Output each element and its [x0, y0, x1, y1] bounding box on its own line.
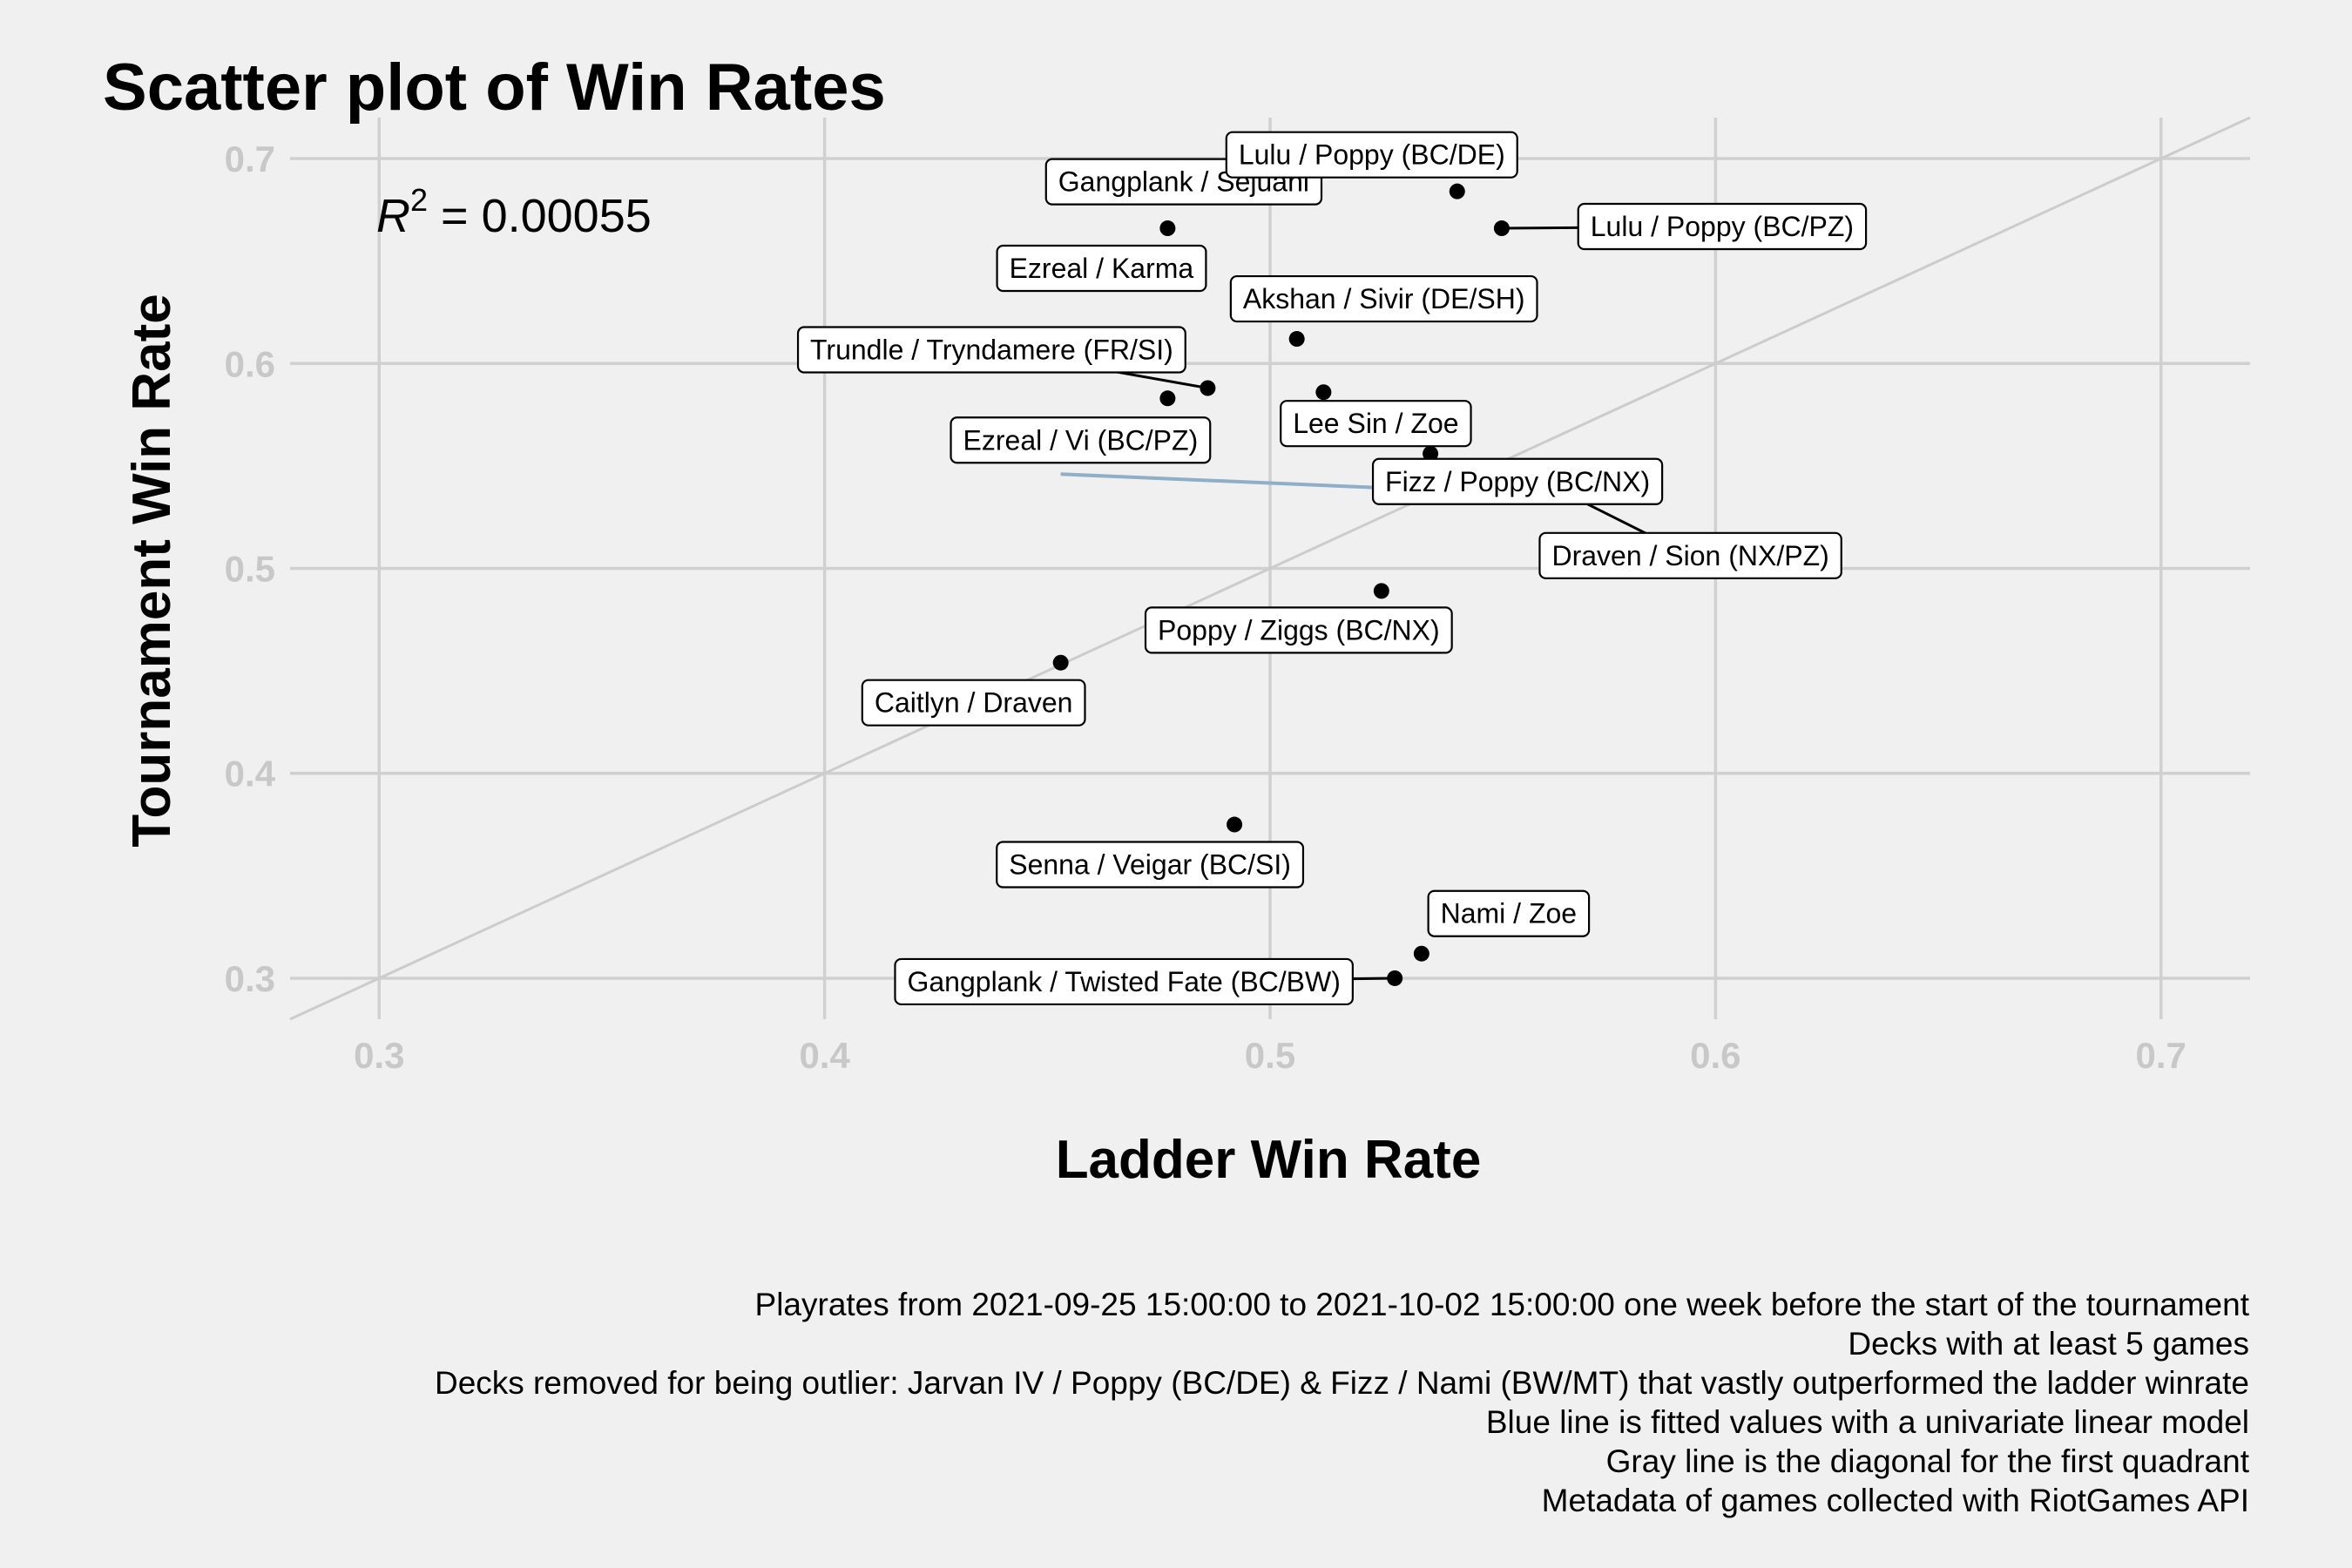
diagonal-line-layer — [289, 116, 2251, 1021]
y-tick-label: 0.6 — [225, 343, 275, 384]
point-label-text: Trundle / Tryndamere (FR/SI) — [810, 335, 1173, 366]
point-label-text: Nami / Zoe — [1441, 898, 1577, 929]
data-point — [1373, 583, 1389, 599]
y-tick-label: 0.3 — [225, 958, 275, 999]
x-tick-label: 0.3 — [354, 1035, 404, 1076]
r-squared-annotation: R2 = 0.00055 — [376, 182, 652, 242]
point-label: Trundle / Tryndamere (FR/SI) — [796, 326, 1186, 374]
y-axis-title: Tournament Win Rate — [122, 294, 182, 848]
point-label: Ezreal / Karma — [996, 244, 1207, 293]
point-label: Lulu / Poppy (BC/PZ) — [1577, 202, 1868, 251]
caption-line: Decks with at least 5 games — [1848, 1326, 2249, 1362]
y-tick-label: 0.7 — [225, 139, 275, 179]
point-label: Akshan / Sivir (DE/SH) — [1229, 274, 1538, 323]
point-label-text: Fizz / Poppy (BC/NX) — [1385, 466, 1650, 497]
tick-labels: 0.3 0.4 0.5 0.6 0.7 0.3 0.4 0.5 0.6 0.7 — [225, 139, 2186, 1076]
point-label-text: Gangplank / Twisted Fate (BC/BW) — [907, 966, 1340, 997]
point-label-box — [1427, 889, 1591, 937]
point-label: Gangplank / Twisted Fate (BC/BW) — [894, 957, 1354, 1006]
point-label-box — [1225, 131, 1518, 179]
point-label-text: Poppy / Ziggs (BC/NX) — [1158, 614, 1440, 645]
point-label-text: Draven / Sion (NX/PZ) — [1551, 540, 1828, 571]
data-point — [1159, 220, 1176, 237]
point-label-box — [996, 244, 1207, 293]
caption: Playrates from 2021-09-25 15:00:00 to 20… — [435, 1287, 2250, 1518]
point-label-text: Caitlyn / Draven — [875, 687, 1073, 719]
point-label: Lulu / Poppy (BC/DE) — [1225, 131, 1518, 179]
point-label: Caitlyn / Draven — [861, 679, 1086, 727]
r-squared-superscript: 2 — [410, 182, 428, 218]
point-label-box — [894, 957, 1354, 1006]
point-label: Fizz / Poppy (BC/NX) — [1371, 457, 1664, 505]
data-point — [1449, 183, 1465, 199]
point-label-text: Ezreal / Vi (BC/PZ) — [963, 424, 1199, 456]
point-label-box — [1229, 274, 1538, 323]
data-point — [1413, 945, 1429, 962]
data-point — [1387, 970, 1403, 986]
caption-line: Playrates from 2021-09-25 15:00:00 to 20… — [755, 1287, 2250, 1322]
diagonal-line — [289, 116, 2251, 1021]
point-label-box — [1280, 400, 1472, 448]
point-label-text: Lee Sin / Zoe — [1293, 408, 1458, 439]
point-label: Nami / Zoe — [1427, 889, 1591, 937]
point-label: Ezreal / Vi (BC/PZ) — [950, 416, 1212, 464]
point-label-text: Akshan / Sivir (DE/SH) — [1243, 283, 1525, 314]
data-point — [1288, 331, 1305, 348]
x-tick-label: 0.4 — [799, 1035, 850, 1076]
caption-line: Gray line is the diagonal for the first … — [1606, 1443, 2250, 1479]
point-label-box — [796, 326, 1186, 374]
point-label-box — [1371, 457, 1664, 505]
point-label-box — [1144, 606, 1453, 654]
r-squared-symbol: R — [376, 190, 410, 242]
data-point — [1493, 220, 1510, 237]
data-point — [1227, 816, 1243, 833]
point-label-box — [861, 679, 1086, 727]
x-axis-title: Ladder Win Rate — [1056, 1130, 1482, 1190]
x-tick-label: 0.6 — [1690, 1035, 1740, 1076]
y-tick-label: 0.4 — [225, 754, 276, 794]
point-label: Lee Sin / Zoe — [1280, 400, 1472, 448]
caption-line: Blue line is fitted values with a univar… — [1486, 1404, 2249, 1440]
point-label-text: Senna / Veigar (BC/SI) — [1009, 849, 1291, 881]
caption-line: Metadata of games collected with RiotGam… — [1542, 1483, 2249, 1518]
y-tick-label: 0.5 — [225, 549, 275, 590]
point-label-box — [1538, 531, 1842, 579]
r-squared-value: = 0.00055 — [428, 190, 652, 242]
point-label: Poppy / Ziggs (BC/NX) — [1144, 606, 1453, 654]
data-point — [1159, 390, 1176, 407]
data-point — [1200, 380, 1216, 396]
point-label-text: Lulu / Poppy (BC/DE) — [1239, 139, 1505, 171]
x-tick-label: 0.7 — [2136, 1035, 2186, 1076]
data-point — [1052, 654, 1069, 671]
point-label-text: Lulu / Poppy (BC/PZ) — [1591, 211, 1854, 242]
chart-title: Scatter plot of Win Rates — [103, 51, 886, 125]
point-label-text: Ezreal / Karma — [1010, 253, 1194, 284]
x-tick-label: 0.5 — [1245, 1035, 1295, 1076]
caption-line: Decks removed for being outlier: Jarvan … — [435, 1365, 2249, 1401]
point-label-box — [950, 416, 1212, 464]
data-point — [1315, 384, 1332, 401]
point-label: Senna / Veigar (BC/SI) — [996, 841, 1305, 889]
point-label: Draven / Sion (NX/PZ) — [1538, 531, 1842, 579]
point-label-box — [1577, 202, 1868, 251]
data-point — [1423, 445, 1439, 462]
point-label-box — [996, 841, 1305, 889]
